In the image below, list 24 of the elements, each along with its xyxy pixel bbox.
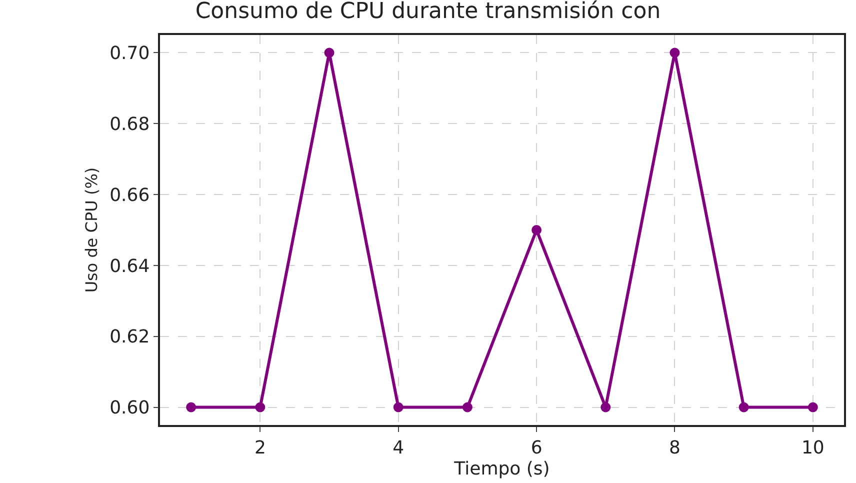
point xyxy=(600,402,611,412)
x-axis-title: Tiempo (s) xyxy=(453,458,550,480)
point xyxy=(255,402,266,412)
point xyxy=(738,402,749,412)
point xyxy=(670,48,680,58)
y-tick-label: 0.66 xyxy=(110,184,150,206)
point xyxy=(393,402,404,412)
point xyxy=(808,402,818,412)
point xyxy=(532,225,542,235)
y-axis-title: Uso de CPU (%) xyxy=(82,167,101,293)
y-tick-label: 0.64 xyxy=(110,256,150,277)
point xyxy=(186,402,196,412)
x-tick-label: 4 xyxy=(392,437,404,458)
y-tick-label: 0.68 xyxy=(110,114,150,135)
y-tick-label: 0.60 xyxy=(110,398,150,419)
x-tick-label: 10 xyxy=(801,437,824,458)
point xyxy=(324,48,334,58)
x-tick-label: 2 xyxy=(254,437,266,458)
y-tick-label: 0.62 xyxy=(110,326,150,348)
y-tick-label: 0.70 xyxy=(110,43,150,64)
x-tick-label: 6 xyxy=(530,437,542,458)
point xyxy=(462,402,472,412)
x-tick-label: 8 xyxy=(669,437,680,458)
chart-title: Consumo de CPU durante transmisión con xyxy=(195,0,661,24)
